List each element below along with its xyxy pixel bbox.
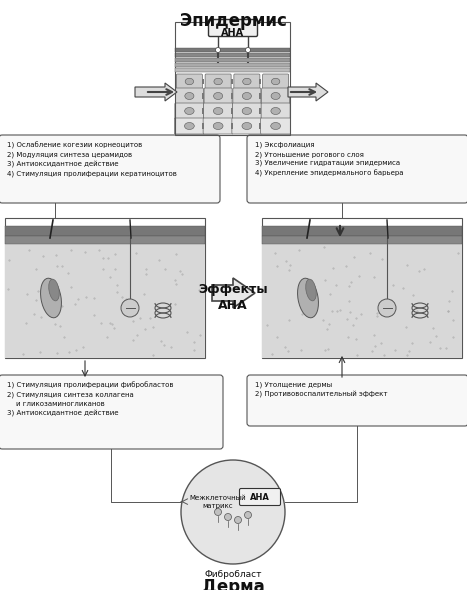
Bar [259,108,261,114]
Bar [231,79,233,84]
Ellipse shape [271,78,280,85]
Bar [175,48,290,52]
Bar [202,93,204,99]
Circle shape [378,299,396,317]
Text: Эффекты
АНА: Эффекты АНА [198,283,268,312]
Bar [262,218,462,358]
Bar [5,244,205,358]
FancyBboxPatch shape [0,135,220,203]
Ellipse shape [297,278,318,318]
Circle shape [121,299,139,317]
FancyBboxPatch shape [247,375,467,426]
FancyBboxPatch shape [247,135,467,203]
FancyBboxPatch shape [234,74,260,89]
Bar [259,93,261,99]
Bar [262,236,462,244]
Circle shape [225,513,232,520]
FancyBboxPatch shape [205,74,231,89]
Bar [202,108,204,114]
FancyBboxPatch shape [0,375,223,449]
Bar [175,58,290,62]
Ellipse shape [242,123,252,129]
Bar [5,236,205,244]
Ellipse shape [213,107,223,114]
Bar [175,68,290,72]
Bar [262,244,462,358]
Ellipse shape [184,107,194,114]
FancyBboxPatch shape [233,103,262,119]
Text: 1) Ослабление когезии корнеоцитов
2) Модуляция синтеза церамидов
3) Антиоксидант: 1) Ослабление когезии корнеоцитов 2) Мод… [7,142,177,177]
Ellipse shape [185,93,194,100]
FancyBboxPatch shape [232,118,262,134]
Polygon shape [288,83,328,101]
Text: Фибробласт: Фибробласт [204,570,262,579]
Bar [175,22,290,135]
Text: Эпидермис: Эпидермис [180,12,286,30]
FancyBboxPatch shape [176,88,203,104]
FancyBboxPatch shape [177,74,202,89]
Polygon shape [212,278,255,308]
FancyBboxPatch shape [261,103,290,119]
Polygon shape [135,83,177,101]
Bar [262,226,462,236]
Ellipse shape [271,107,280,114]
FancyBboxPatch shape [175,103,204,119]
Bar [175,53,290,57]
FancyBboxPatch shape [240,489,281,506]
Bar [259,79,261,84]
FancyBboxPatch shape [262,74,289,89]
Circle shape [214,509,221,516]
Ellipse shape [184,123,194,129]
Ellipse shape [49,279,59,301]
Ellipse shape [271,93,280,100]
Ellipse shape [243,78,251,85]
Ellipse shape [214,78,222,85]
Text: 1) Утолщение дермы
2) Противовоспалительный эффект: 1) Утолщение дермы 2) Противовоспалитель… [255,382,388,398]
Bar [259,123,261,129]
Circle shape [215,48,220,53]
FancyBboxPatch shape [262,88,290,104]
Bar [5,226,205,236]
Ellipse shape [271,123,281,129]
Text: Межклеточный
матрикс: Межклеточный матрикс [190,495,246,509]
Ellipse shape [213,93,223,100]
Text: 1) Стимуляция пролиферации фибробластов
2) Стимуляция синтеза коллагена
    и гл: 1) Стимуляция пролиферации фибробластов … [7,382,174,417]
Text: 1) Эксфолиация
2) Утоньшение рогового слоя
3) Увеличение гидратации эпидермиса
4: 1) Эксфолиация 2) Утоньшение рогового сл… [255,142,403,177]
FancyBboxPatch shape [261,118,290,134]
Bar [202,79,204,84]
Text: АНА: АНА [221,28,245,38]
FancyBboxPatch shape [204,88,232,104]
Ellipse shape [213,123,223,129]
Bar [5,218,205,358]
FancyBboxPatch shape [233,88,261,104]
FancyBboxPatch shape [204,103,233,119]
Ellipse shape [41,278,62,318]
Ellipse shape [242,107,252,114]
Bar [231,93,233,99]
Bar [175,63,290,67]
Bar [231,123,233,129]
Text: АНА: АНА [250,493,270,502]
Bar [202,123,204,129]
Circle shape [234,516,241,523]
FancyBboxPatch shape [208,19,257,37]
Circle shape [181,460,285,564]
Circle shape [245,512,252,519]
Ellipse shape [242,93,251,100]
Text: Дерма: Дерма [202,578,264,590]
Ellipse shape [185,78,194,85]
Bar [231,108,233,114]
Ellipse shape [306,279,316,301]
Circle shape [246,48,250,53]
FancyBboxPatch shape [203,118,233,134]
FancyBboxPatch shape [174,118,205,134]
